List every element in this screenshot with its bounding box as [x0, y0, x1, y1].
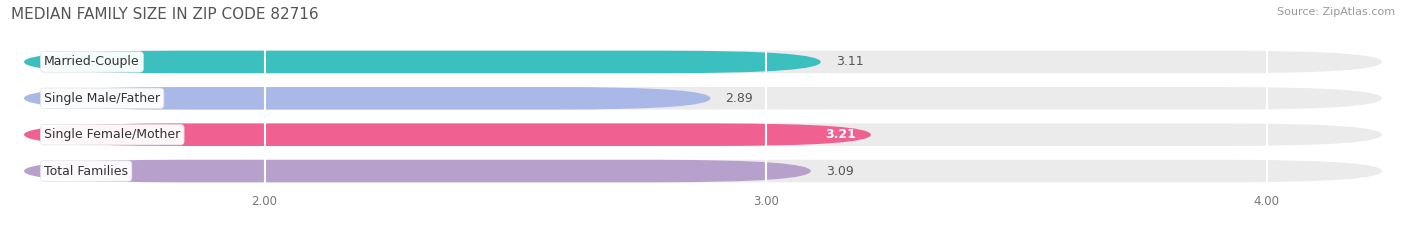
Text: Source: ZipAtlas.com: Source: ZipAtlas.com — [1277, 7, 1395, 17]
Text: 3.21: 3.21 — [825, 128, 856, 141]
Text: Total Families: Total Families — [44, 164, 128, 178]
FancyBboxPatch shape — [24, 160, 811, 182]
FancyBboxPatch shape — [24, 87, 710, 110]
FancyBboxPatch shape — [24, 123, 870, 146]
FancyBboxPatch shape — [24, 123, 1382, 146]
Text: Married-Couple: Married-Couple — [44, 55, 139, 69]
Text: 3.11: 3.11 — [835, 55, 863, 69]
Text: Single Male/Father: Single Male/Father — [44, 92, 160, 105]
Text: MEDIAN FAMILY SIZE IN ZIP CODE 82716: MEDIAN FAMILY SIZE IN ZIP CODE 82716 — [11, 7, 319, 22]
Text: 3.09: 3.09 — [825, 164, 853, 178]
FancyBboxPatch shape — [24, 51, 1382, 73]
FancyBboxPatch shape — [24, 87, 1382, 110]
Text: Single Female/Mother: Single Female/Mother — [44, 128, 180, 141]
FancyBboxPatch shape — [24, 51, 821, 73]
FancyBboxPatch shape — [24, 160, 1382, 182]
Text: 2.89: 2.89 — [725, 92, 754, 105]
